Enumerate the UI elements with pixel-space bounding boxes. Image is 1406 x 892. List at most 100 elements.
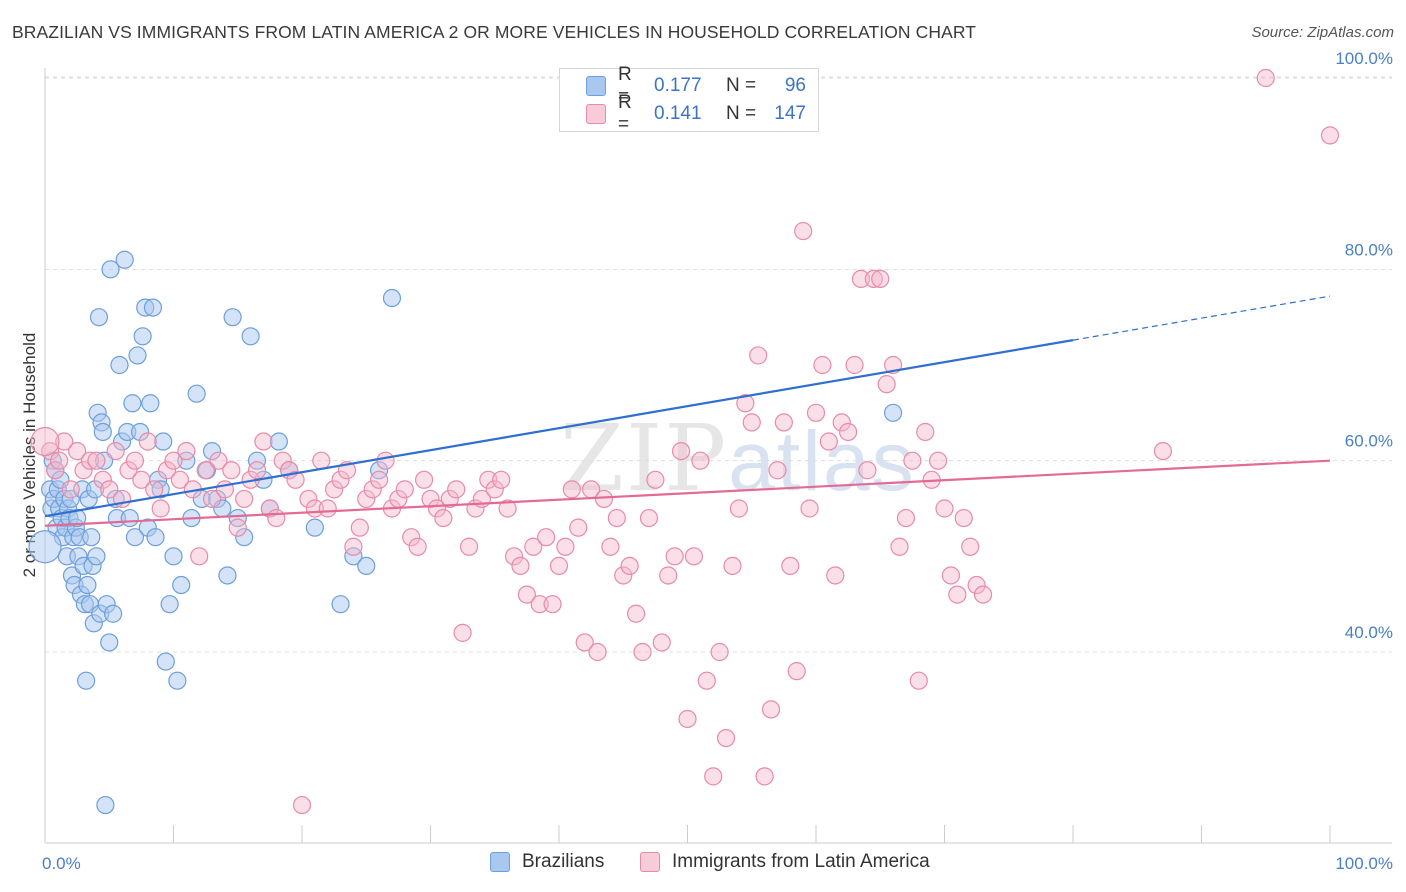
data-point-immigrants xyxy=(164,451,183,470)
legend-row-brazilians: R = 0.177 N = 96 xyxy=(586,64,806,107)
data-point-immigrants xyxy=(376,451,395,470)
source-label: Source: ZipAtlas.com xyxy=(1251,24,1394,41)
data-point-immigrants xyxy=(1153,442,1173,461)
legend-n-label: N = xyxy=(726,103,757,124)
data-point-brazilians xyxy=(128,346,147,365)
data-point-immigrants xyxy=(414,470,434,489)
data-point-immigrants xyxy=(639,508,659,528)
data-point-brazilians xyxy=(93,422,112,442)
data-point-immigrants xyxy=(157,461,177,480)
trend-line-brazilians-extrapolated xyxy=(1072,295,1331,341)
data-point-immigrants xyxy=(492,470,511,489)
data-point-immigrants xyxy=(973,585,993,604)
data-point-immigrants xyxy=(781,556,800,576)
data-point-immigrants xyxy=(749,346,768,365)
data-point-immigrants xyxy=(646,470,665,489)
data-point-immigrants xyxy=(209,451,228,470)
data-point-immigrants xyxy=(890,537,909,556)
data-point-brazilians xyxy=(110,355,129,375)
legend-r-value: 0.141 xyxy=(654,103,702,124)
data-point-immigrants xyxy=(678,709,697,729)
data-point-brazilians xyxy=(247,451,267,470)
legend-item-immigrants[interactable]: Immigrants from Latin America xyxy=(640,851,930,873)
data-point-brazilians xyxy=(154,432,173,451)
data-point-immigrants xyxy=(363,480,382,499)
data-point-brazilians xyxy=(160,595,179,614)
data-point-immigrants xyxy=(665,547,684,566)
data-point-brazilians xyxy=(130,422,150,442)
data-point-brazilians xyxy=(164,547,183,566)
data-point-immigrants xyxy=(254,432,273,451)
data-point-immigrants xyxy=(325,480,344,499)
data-point-immigrants xyxy=(871,269,890,288)
data-point-immigrants xyxy=(633,642,652,662)
data-point-immigrants xyxy=(55,432,74,451)
data-point-immigrants xyxy=(80,451,100,470)
legend-r-label: R = xyxy=(618,92,632,135)
data-point-immigrants xyxy=(68,442,87,461)
data-point-brazilians xyxy=(77,671,96,690)
data-point-immigrants xyxy=(260,499,279,518)
data-point-immigrants xyxy=(267,508,286,528)
data-point-immigrants xyxy=(755,767,774,786)
data-point-immigrants xyxy=(723,556,742,576)
data-point-immigrants xyxy=(273,451,292,470)
data-point-brazilians xyxy=(82,528,101,547)
data-point-immigrants xyxy=(659,566,678,585)
y-tick-label: 80.0% xyxy=(1345,240,1393,259)
data-point-immigrants xyxy=(601,537,620,556)
data-point-immigrants xyxy=(671,442,691,461)
data-point-immigrants xyxy=(427,499,447,518)
data-point-brazilians xyxy=(78,575,97,595)
x-tick-label-min: 0.0% xyxy=(42,854,81,873)
data-point-immigrants xyxy=(517,585,536,604)
x-tick-label-max: 100.0% xyxy=(1335,854,1393,873)
data-point-immigrants xyxy=(543,595,562,614)
data-point-immigrants xyxy=(312,451,331,470)
data-point-immigrants xyxy=(594,489,614,509)
data-point-immigrants xyxy=(228,518,247,537)
data-point-immigrants xyxy=(729,499,749,518)
legend-item-brazilians[interactable]: Brazilians xyxy=(490,851,604,873)
data-point-immigrants xyxy=(652,633,671,652)
data-point-immigrants xyxy=(170,470,190,489)
data-point-immigrants xyxy=(453,623,472,642)
data-point-brazilians xyxy=(123,394,142,413)
data-point-brazilians xyxy=(133,327,152,346)
data-point-immigrants xyxy=(704,767,723,786)
series-legend: Brazilians Immigrants from Latin America xyxy=(0,851,1406,879)
data-point-immigrants xyxy=(93,470,112,489)
data-point-brazilians xyxy=(115,250,134,269)
data-point-immigrants xyxy=(408,537,427,556)
legend-swatch-blue xyxy=(586,76,606,96)
data-point-immigrants xyxy=(742,413,761,432)
data-point-immigrants xyxy=(614,566,633,585)
data-point-immigrants xyxy=(806,403,826,422)
data-point-immigrants xyxy=(151,499,170,518)
data-point-immigrants xyxy=(839,422,858,442)
data-point-immigrants xyxy=(202,489,222,509)
data-point-immigrants xyxy=(607,508,626,528)
gridlines xyxy=(45,76,1392,653)
data-point-immigrants xyxy=(941,566,961,585)
data-point-immigrants xyxy=(350,518,369,537)
legend-n-value: 147 xyxy=(774,103,806,124)
trend-line-immigrants xyxy=(44,459,1331,527)
data-point-immigrants xyxy=(447,480,466,499)
data-point-immigrants xyxy=(504,547,524,566)
y-tick-label: 60.0% xyxy=(1345,432,1393,451)
series-immigrants xyxy=(30,68,1340,815)
data-point-immigrants xyxy=(50,451,69,470)
data-point-immigrants xyxy=(819,432,838,451)
legend-swatch-pink xyxy=(640,852,660,872)
data-point-immigrants xyxy=(1320,126,1340,145)
data-point-immigrants xyxy=(851,269,871,288)
data-point-brazilians xyxy=(305,518,324,537)
data-point-immigrants xyxy=(357,489,376,509)
data-point-immigrants xyxy=(318,499,337,518)
data-point-immigrants xyxy=(826,566,845,585)
data-point-immigrants xyxy=(247,461,267,480)
data-point-immigrants xyxy=(768,461,787,480)
data-point-immigrants xyxy=(434,508,453,528)
